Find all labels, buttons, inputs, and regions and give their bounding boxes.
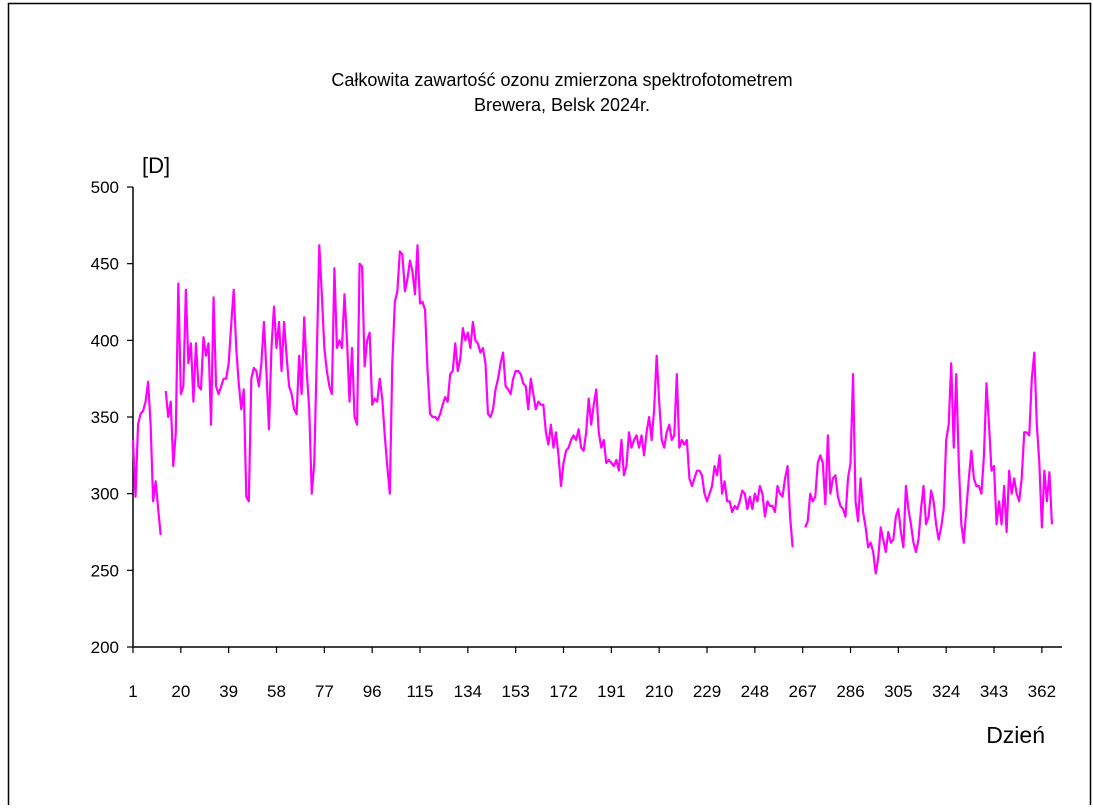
- chart-title: Całkowita zawartość ozonu zmierzona spek…: [331, 70, 792, 90]
- x-tick-label: 77: [315, 682, 334, 701]
- x-tick-label: 362: [1028, 682, 1056, 701]
- x-tick-label: 210: [645, 682, 673, 701]
- x-tick-label: 248: [741, 682, 769, 701]
- x-tick-label: 153: [501, 682, 529, 701]
- x-tick-label: 115: [406, 682, 433, 701]
- x-tick-label: 229: [693, 682, 721, 701]
- x-tick-label: 20: [171, 682, 190, 701]
- y-tick-label: 500: [91, 178, 119, 197]
- y-tick-label: 350: [91, 408, 119, 427]
- y-tick-label: 400: [91, 331, 119, 350]
- x-tick-label: 134: [454, 682, 482, 701]
- y-tick-label: 200: [91, 638, 119, 657]
- x-tick-label: 305: [884, 682, 912, 701]
- y-tick-label: 450: [91, 255, 119, 274]
- x-tick-label: 343: [980, 682, 1008, 701]
- x-tick-label: 191: [597, 682, 625, 701]
- x-tick-label: 172: [549, 682, 577, 701]
- frame: [7, 2, 1092, 805]
- data-line: [131, 244, 1054, 575]
- chart-title: Brewera, Belsk 2024r.: [474, 95, 650, 115]
- x-tick-label: 324: [932, 682, 960, 701]
- y-tick-label: 250: [91, 561, 119, 580]
- x-tick-label: 286: [836, 682, 864, 701]
- x-tick-label: 39: [219, 682, 238, 701]
- y-axis-label: [D]: [142, 153, 170, 178]
- x-tick-label: 1: [128, 682, 137, 701]
- x-tick-label: 58: [267, 682, 286, 701]
- x-tick-label: 96: [363, 682, 382, 701]
- y-tick-label: 300: [91, 485, 119, 504]
- x-axis-label: Dzień: [986, 722, 1045, 748]
- x-tick-label: 267: [788, 682, 816, 701]
